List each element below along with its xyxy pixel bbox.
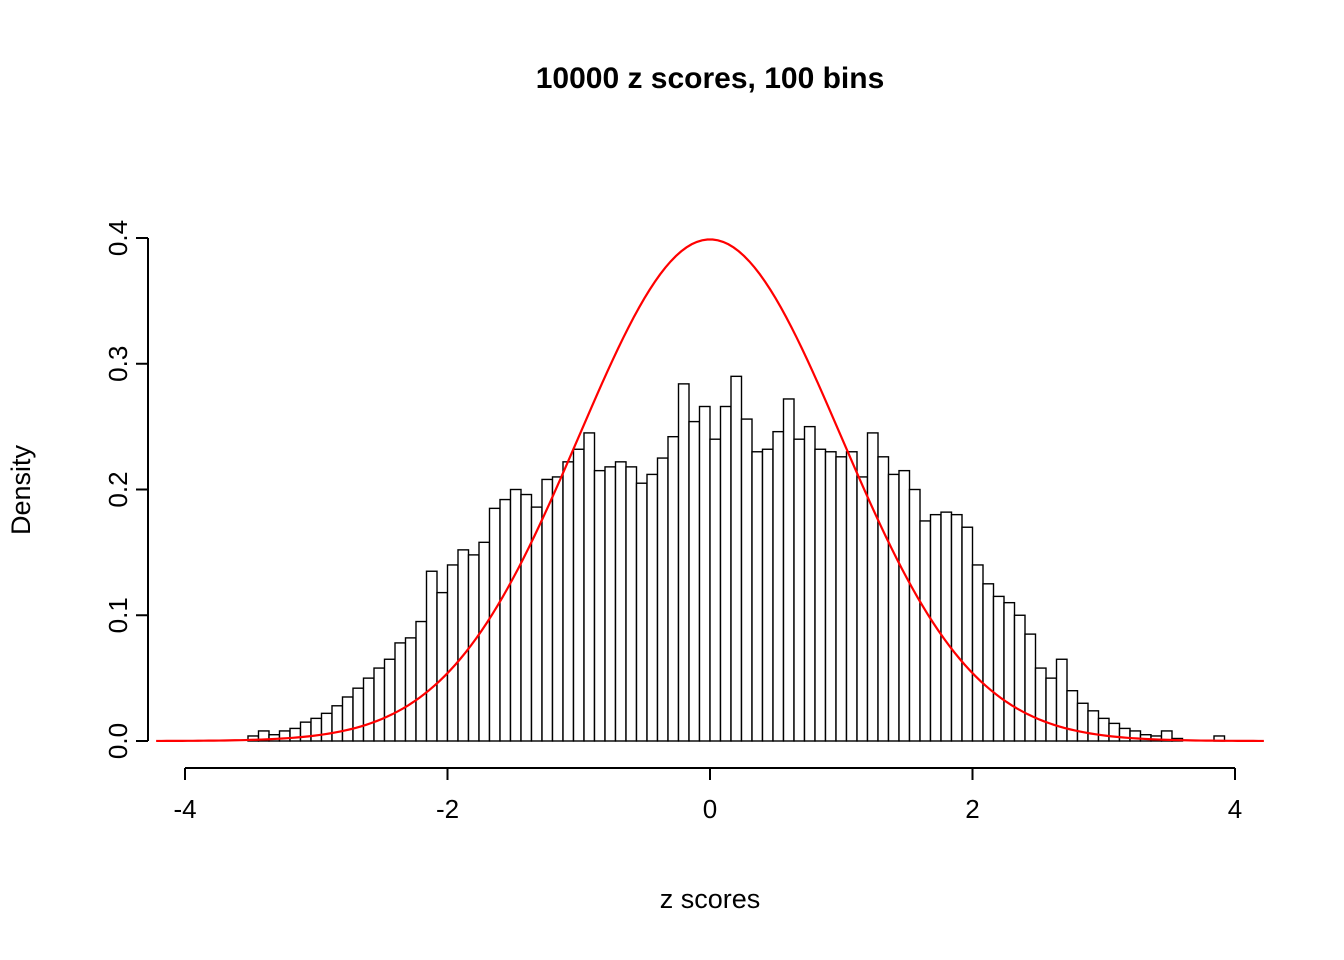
histogram-bar <box>625 466 638 742</box>
histogram-bar <box>488 507 501 742</box>
x-tick-label: -2 <box>436 794 459 824</box>
histogram-bar <box>908 488 921 742</box>
histogram-bar <box>782 398 795 742</box>
y-axis-label: Density <box>6 444 36 535</box>
histogram-bar <box>730 375 743 742</box>
histogram-bar <box>299 721 312 742</box>
histogram-bar <box>436 591 449 742</box>
histogram-bar <box>635 482 648 742</box>
histogram-bar <box>898 469 911 742</box>
histogram-bar <box>814 448 827 742</box>
histogram-bar <box>961 526 974 742</box>
histogram-bar <box>709 438 722 742</box>
histogram-bar <box>583 432 596 742</box>
histogram-bar <box>992 595 1005 742</box>
histogram-bar <box>824 451 837 742</box>
histogram-bar <box>352 687 365 742</box>
histogram-bar <box>1003 601 1016 742</box>
normal-density-curve <box>156 238 1264 743</box>
histogram-bar <box>331 705 344 742</box>
histogram-bar <box>688 420 701 742</box>
histogram-bar <box>1024 633 1037 742</box>
histogram-bar <box>1013 614 1026 742</box>
normal-curve-line <box>156 238 1264 743</box>
histogram-bar <box>1160 730 1173 742</box>
histogram-bar <box>562 461 575 742</box>
histogram-bar <box>1108 722 1121 742</box>
histogram-bar <box>761 448 774 742</box>
histogram-bar <box>982 583 995 742</box>
histogram-bar <box>740 418 753 742</box>
x-tick-label: 4 <box>1228 794 1242 824</box>
y-tick-label: 0.4 <box>103 220 133 256</box>
histogram-bar <box>887 473 900 742</box>
x-tick-label: 2 <box>965 794 979 824</box>
chart-title: 10000 z scores, 100 bins <box>536 62 885 95</box>
histogram-bar <box>1087 710 1100 742</box>
histogram-bar <box>1076 702 1089 742</box>
histogram-bar <box>478 541 491 742</box>
histogram-bar <box>877 456 890 742</box>
histogram-bar <box>415 620 428 742</box>
histogram-bar <box>499 498 512 742</box>
histogram-bar <box>698 405 711 742</box>
histogram-bar <box>845 451 858 742</box>
histogram-bar <box>614 461 627 742</box>
histogram-bar <box>1097 717 1110 742</box>
histogram-bars <box>247 375 1226 742</box>
histogram-bar <box>919 520 932 742</box>
histogram-bar <box>383 658 396 742</box>
histogram-bar <box>677 383 690 742</box>
histogram-bar <box>394 642 407 742</box>
histogram-bar <box>793 438 806 742</box>
histogram-bar <box>551 476 564 742</box>
histogram-bar <box>310 717 323 742</box>
histogram-bar <box>1045 677 1058 742</box>
y-axis: 0.0 0.1 0.2 0.3 0.4 <box>103 220 149 759</box>
histogram-bar <box>446 564 459 742</box>
histogram-bar <box>457 549 470 742</box>
histogram-bar <box>751 451 764 742</box>
y-tick-label: 0.2 <box>103 471 133 507</box>
histogram-bar <box>719 405 732 742</box>
histogram-bar <box>362 677 375 742</box>
histogram-bar <box>803 425 816 742</box>
histogram-bar <box>656 457 669 742</box>
histogram-bar <box>530 506 543 742</box>
x-axis-label: z scores <box>660 884 761 914</box>
histogram-bar <box>341 696 354 742</box>
histogram-bar <box>971 564 984 742</box>
histogram-bar <box>520 493 533 742</box>
histogram-bar <box>1066 690 1079 742</box>
x-tick-label: 0 <box>703 794 717 824</box>
y-tick-label: 0.3 <box>103 346 133 382</box>
histogram-bar <box>509 488 522 742</box>
histogram-bar <box>320 712 333 742</box>
histogram-bar <box>772 430 785 742</box>
y-tick-label: 0.1 <box>103 597 133 633</box>
histogram-bar <box>373 667 386 742</box>
histogram-bar <box>667 435 680 742</box>
histogram-bar <box>572 448 585 742</box>
histogram-bar <box>425 570 438 742</box>
histogram-bar <box>604 466 617 742</box>
histogram-bar <box>404 637 417 742</box>
x-tick-label: -4 <box>173 794 196 824</box>
histogram-bar <box>593 469 606 742</box>
histogram-bar <box>856 476 869 742</box>
x-axis: -4 -2 0 2 4 <box>173 767 1242 824</box>
histogram-bar <box>835 456 848 742</box>
histogram-bar <box>950 513 963 742</box>
y-tick-label: 0.0 <box>103 723 133 759</box>
histogram-bar <box>1118 727 1131 742</box>
histogram-bar <box>940 511 953 742</box>
histogram-bar <box>866 432 879 742</box>
histogram-bar <box>646 473 659 742</box>
histogram-bar <box>289 727 302 742</box>
histogram-bar <box>1034 667 1047 742</box>
